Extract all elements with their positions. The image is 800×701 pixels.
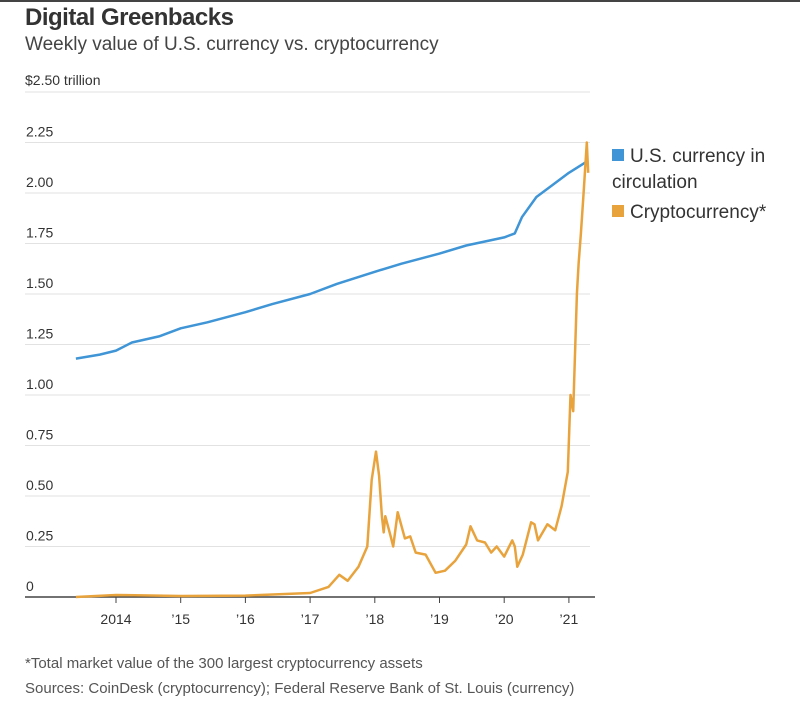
y-tick-label: 1.00 <box>26 376 53 392</box>
x-tick-label: ’17 <box>301 611 320 627</box>
y-tick-label: 0.25 <box>26 528 53 544</box>
chart-title: Digital Greenbacks <box>25 4 234 31</box>
series-line-cryptocurrency <box>75 141 590 599</box>
x-tick-label: 2014 <box>100 611 131 627</box>
y-tick-label: 0 <box>26 578 34 594</box>
legend-label: U.S. currency in circulation <box>612 146 766 193</box>
y-tick-label: 1.25 <box>26 326 53 342</box>
y-tick-label: 1.50 <box>26 275 53 291</box>
x-tick-label: ’15 <box>171 611 190 627</box>
x-tick-label: ’16 <box>236 611 255 627</box>
legend-label: Cryptocurrency* <box>630 202 767 223</box>
y-tick-label: 0.50 <box>26 477 53 493</box>
legend-swatch-blue <box>612 149 624 161</box>
y-tick-label: 0.75 <box>26 427 53 443</box>
legend-item-crypto: Cryptocurrency* <box>612 200 766 226</box>
legend-swatch-orange <box>612 205 624 217</box>
x-tick-label: ’20 <box>495 611 514 627</box>
y-tick-label: 1.75 <box>26 225 53 241</box>
sources: Sources: CoinDesk (cryptocurrency); Fede… <box>25 680 575 697</box>
y-axis-unit-label: $2.50 trillion <box>25 72 101 88</box>
legend-item-us-currency: U.S. currency in circulation <box>612 144 792 196</box>
y-tick-label: 2.00 <box>26 174 53 190</box>
x-tick-label: ’21 <box>560 611 579 627</box>
chart-subtitle: Weekly value of U.S. currency vs. crypto… <box>25 34 439 55</box>
x-tick-label: ’18 <box>365 611 384 627</box>
footnote: *Total market value of the 300 largest c… <box>25 655 423 672</box>
series-line-us-currency <box>75 159 589 360</box>
y-tick-label: 2.25 <box>26 124 53 140</box>
x-tick-label: ’19 <box>430 611 449 627</box>
